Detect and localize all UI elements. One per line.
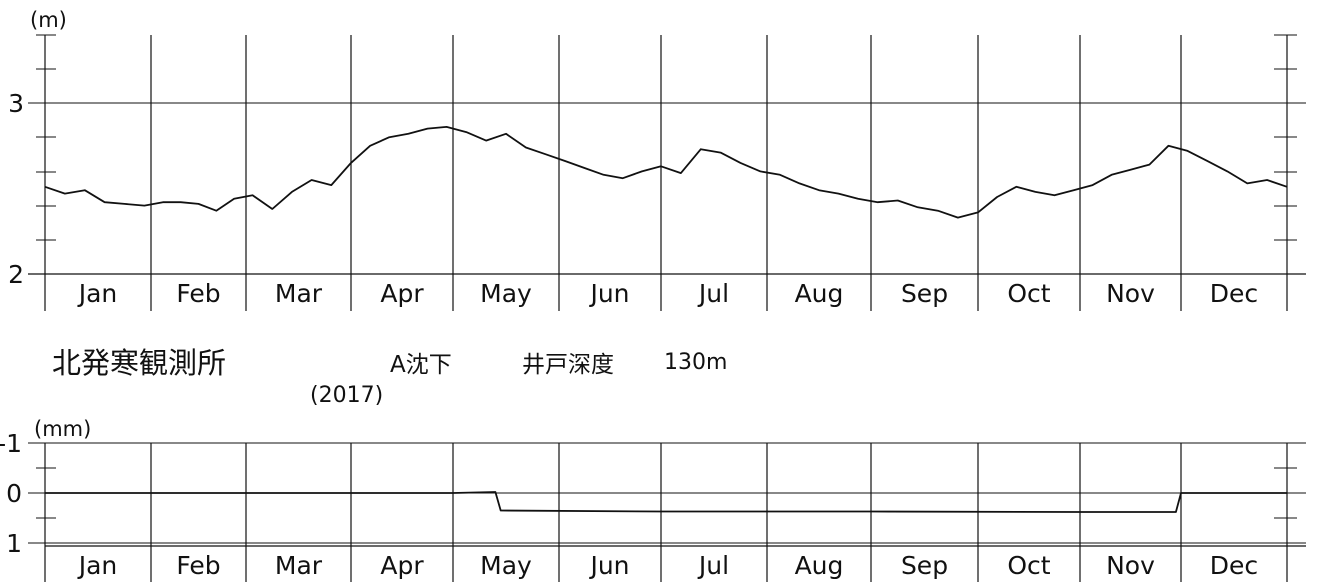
- y-tick-label: 1: [6, 529, 22, 558]
- month-label-feb: Feb: [176, 279, 220, 308]
- month-label-mar: Mar: [275, 279, 323, 308]
- year-label: (2017): [310, 383, 384, 408]
- month-label-jan: Jan: [77, 551, 118, 580]
- month-label-jan: Jan: [77, 279, 118, 308]
- y-tick-label: 2: [8, 260, 24, 289]
- month-label-feb: Feb: [176, 551, 220, 580]
- month-label-dec: Dec: [1210, 551, 1258, 580]
- month-label-aug: Aug: [795, 279, 844, 308]
- month-label-sep: Sep: [901, 279, 948, 308]
- station-name: 北発寒観測所: [52, 346, 227, 380]
- y-tick-label: 3: [8, 89, 24, 118]
- month-label-jul: Jul: [697, 551, 729, 580]
- month-label-jun: Jun: [588, 551, 629, 580]
- month-label-jun: Jun: [588, 279, 629, 308]
- month-label-sep: Sep: [901, 551, 948, 580]
- measurement-item: A沈下: [390, 352, 452, 378]
- month-label-may: May: [480, 279, 532, 308]
- month-label-apr: Apr: [380, 279, 424, 308]
- well-depth-label: 井戸深度: [522, 352, 614, 378]
- month-label-jul: Jul: [697, 279, 729, 308]
- month-label-oct: Oct: [1007, 279, 1050, 308]
- month-label-aug: Aug: [795, 551, 844, 580]
- y-tick-label: 0: [6, 479, 22, 508]
- month-label-oct: Oct: [1007, 551, 1050, 580]
- month-label-nov: Nov: [1106, 551, 1155, 580]
- y-unit-label: (mm): [34, 417, 91, 441]
- y-tick-label: -1: [0, 429, 22, 458]
- month-label-may: May: [480, 551, 532, 580]
- y-unit-label: (m): [30, 8, 67, 32]
- month-label-apr: Apr: [380, 551, 424, 580]
- water-level-panel: 2 3 (m) Jan Feb Mar Apr May Jun Jul Aug Sep Oct Nov De…: [8, 8, 1306, 311]
- data-series-line: [45, 491, 1287, 513]
- month-label-mar: Mar: [275, 551, 323, 580]
- month-label-nov: Nov: [1106, 279, 1155, 308]
- subsidence-panel: -1 0 1 (mm) Jan Feb Mar Apr May Jun Jul Aug Sep Oct No…: [0, 417, 1306, 582]
- month-label-dec: Dec: [1210, 279, 1258, 308]
- well-depth-value: 130m: [664, 350, 728, 375]
- data-series-line: [44, 126, 1288, 219]
